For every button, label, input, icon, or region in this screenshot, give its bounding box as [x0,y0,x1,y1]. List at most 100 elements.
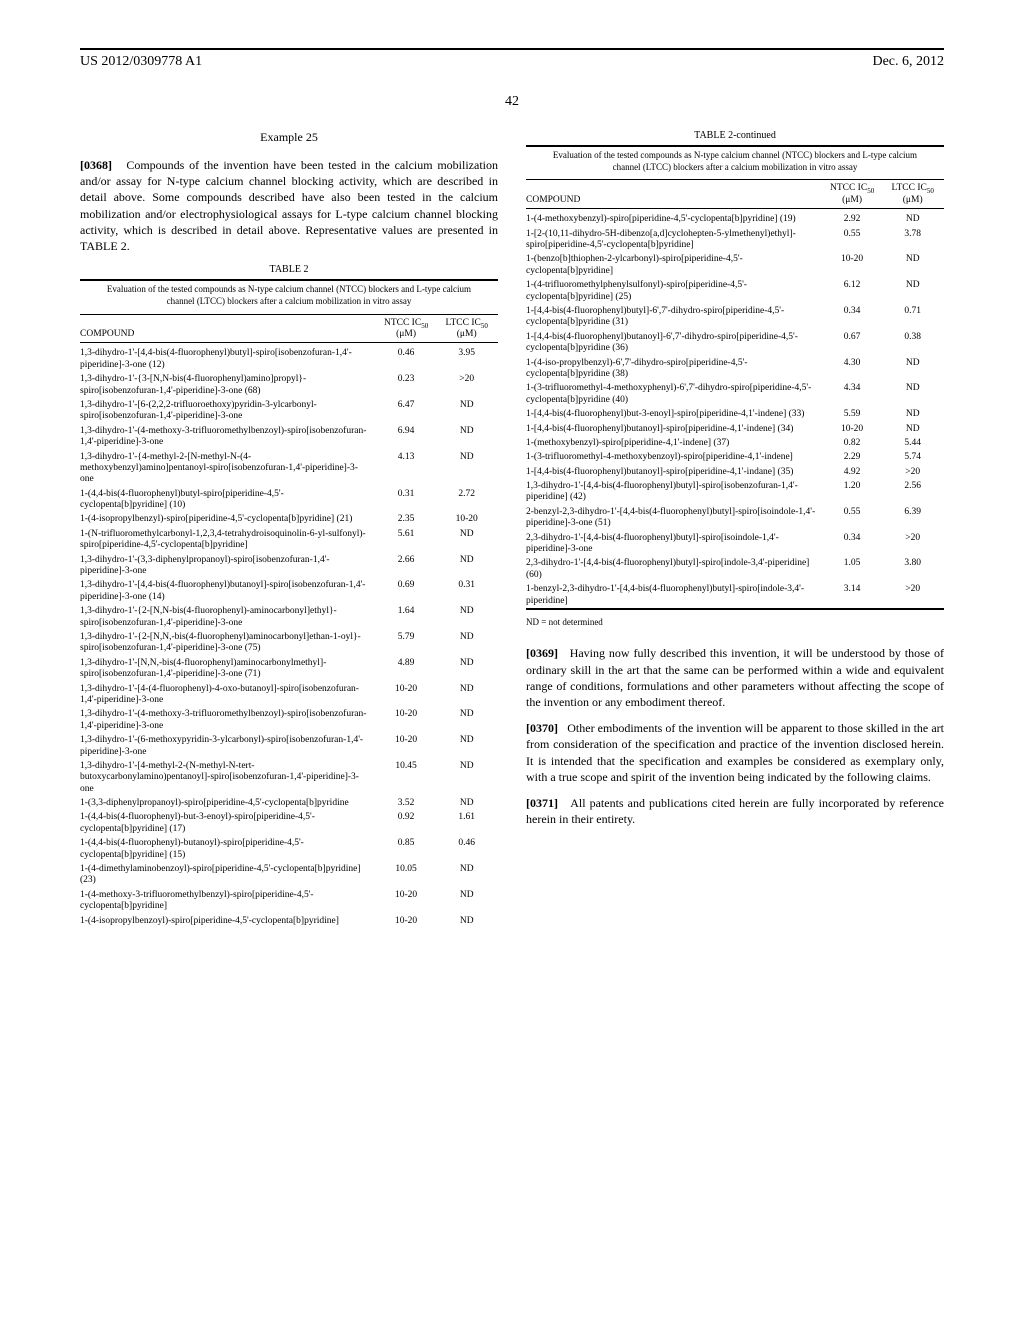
ntcc-value: 4.13 [377,450,438,487]
table-row: 1-(4-isopropylbenzyl)-spiro[piperidine-4… [80,513,498,527]
doc-header: US 2012/0309778 A1 Dec. 6, 2012 [80,54,944,70]
ntcc-value: 1.20 [823,480,884,506]
compound-name: 1-[4,4-bis(4-fluorophenyl)but-3-enoyl]-s… [526,408,823,422]
ntcc-value: 3.14 [823,583,884,610]
ltcc-value: >20 [883,531,944,557]
ltcc-value: 0.46 [437,837,498,863]
ltcc-value: >20 [883,583,944,610]
table-row: 1,3-dihydro-1'-{4-methyl-2-[N-methyl-N-(… [80,450,498,487]
table-row: 1-(4-trifluoromethylphenylsulfonyl)-spir… [526,279,944,305]
ltcc-value: ND [883,408,944,422]
table-row: 1-[2-(10,11-dihydro-5H-dibenzo[a,d]cyclo… [526,227,944,253]
table-label-cont: TABLE 2-continued [526,130,944,141]
ntcc-value: 3.52 [377,797,438,811]
compound-name: 1-[4,4-bis(4-fluorophenyl)butanoyl]-6',7… [526,330,823,356]
table-row: 1-(4-methoxybenzyl)-spiro[piperidine-4,5… [526,213,944,227]
compound-name: 1-(4-isopropylbenzyl)-spiro[piperidine-4… [80,513,377,527]
para-text: All patents and publications cited herei… [526,796,944,826]
compound-name: 1-(3-trifluoromethyl-4-methoxyphenyl)-6'… [526,382,823,408]
page-number: 42 [80,94,944,110]
ltcc-value: ND [883,422,944,436]
para-number: [0368] [80,158,112,172]
para-text: Other embodiments of the invention will … [526,721,944,784]
compound-name: 1-(4,4-bis(4-fluorophenyl)butyl-spiro[pi… [80,487,377,513]
compound-name: 1,3-dihydro-1'-{4-methyl-2-[N-methyl-N-(… [80,450,377,487]
ltcc-value: ND [437,553,498,579]
compound-name: 1,3-dihydro-1'-(4-methoxy-3-trifluoromet… [80,424,377,450]
ltcc-value: 3.95 [437,347,498,373]
ltcc-value: 2.72 [437,487,498,513]
ntcc-value: 10-20 [377,914,438,928]
ntcc-value: 1.64 [377,605,438,631]
paragraph-0369: [0369] Having now fully described this i… [526,645,944,710]
compound-name: 1-(4-methoxy-3-trifluoromethylbenzyl)-sp… [80,888,377,914]
ltcc-value: ND [437,734,498,760]
ntcc-value: 0.92 [377,811,438,837]
ntcc-value: 0.69 [377,579,438,605]
compound-name: 1,3-dihydro-1'-[4-methyl-2-(N-methyl-N-t… [80,759,377,796]
col-ntcc: NTCC IC50(μM) [377,315,438,343]
ltcc-value: ND [883,253,944,279]
table-row: 1,3-dihydro-1'-[N,N,-bis(4-fluorophenyl)… [80,656,498,682]
ltcc-value: 3.80 [883,557,944,583]
table-row: 1,3-dihydro-1'-[4,4-bis(4-fluorophenyl)b… [80,579,498,605]
right-column: TABLE 2-continued Evaluation of the test… [526,130,944,928]
compound-name: 1-(4,4-bis(4-fluorophenyl)-butanoyl)-spi… [80,837,377,863]
ltcc-value: ND [437,759,498,796]
table-row: 1-(4,4-bis(4-fluorophenyl)butyl-spiro[pi… [80,487,498,513]
ntcc-value: 0.31 [377,487,438,513]
ltcc-value: ND [437,630,498,656]
col-ntcc: NTCC IC50(μM) [823,180,884,208]
compound-name: 2,3-dihydro-1'-[4,4-bis(4-fluorophenyl)b… [526,531,823,557]
compound-name: 1,3-dihydro-1'-[4,4-bis(4-fluorophenyl)b… [80,579,377,605]
table-row: 1,3-dihydro-1'-(6-methoxypyridin-3-ylcar… [80,734,498,760]
ltcc-value: ND [437,914,498,928]
ntcc-value: 0.67 [823,330,884,356]
paragraph-0368: [0368] Compounds of the invention have b… [80,157,498,254]
ntcc-value: 6.94 [377,424,438,450]
ntcc-value: 4.89 [377,656,438,682]
ltcc-value: 0.31 [437,579,498,605]
table-row: 1-[4,4-bis(4-fluorophenyl)but-3-enoyl]-s… [526,408,944,422]
compound-name: 1-(4-methoxybenzyl)-spiro[piperidine-4,5… [526,213,823,227]
table-row: 1-(4-dimethylaminobenzoyl)-spiro[piperid… [80,863,498,889]
ltcc-value: ND [883,356,944,382]
ntcc-value: 6.12 [823,279,884,305]
ltcc-value: 5.74 [883,451,944,465]
table-row: 1-(4-iso-propylbenzyl)-6',7'-dihydro-spi… [526,356,944,382]
ntcc-value: 4.92 [823,465,884,479]
compound-name: 1,3-dihydro-1'-[4,4-bis(4-fluorophenyl)b… [526,480,823,506]
compound-name: 1,3-dihydro-1'-(6-methoxypyridin-3-ylcar… [80,734,377,760]
ltcc-value: ND [883,382,944,408]
table-footnote: ND = not determined [526,617,944,627]
compound-name: 1-(4-dimethylaminobenzoyl)-spiro[piperid… [80,863,377,889]
ltcc-value: ND [437,450,498,487]
ltcc-value: ND [437,797,498,811]
ltcc-value: 6.39 [883,505,944,531]
compound-name: 1,3-dihydro-1'-{3-[N,N-bis(4-fluoropheny… [80,373,377,399]
table-row: 2,3-dihydro-1'-[4,4-bis(4-fluorophenyl)b… [526,531,944,557]
table-label: TABLE 2 [80,264,498,275]
ltcc-value: >20 [437,373,498,399]
table-row: 1,3-dihydro-1'-{3-[N,N-bis(4-fluoropheny… [80,373,498,399]
compound-name: 1-[4,4-bis(4-fluorophenyl)butanoyl]-spir… [526,422,823,436]
ltcc-value: 10-20 [437,513,498,527]
compound-name: 1,3-dihydro-1'-[4,4-bis(4-fluorophenyl)b… [80,347,377,373]
left-column: Example 25 [0368] Compounds of the inven… [80,130,498,928]
compound-name: 1-[4,4-bis(4-fluorophenyl)butyl]-6',7'-d… [526,305,823,331]
compound-name: 1,3-dihydro-1'-[6-(2,2,2-trifluoroethoxy… [80,398,377,424]
table-2-left: Evaluation of the tested compounds as N-… [80,279,498,928]
table-row: 1,3-dihydro-1'-(3,3-diphenylpropanoyl)-s… [80,553,498,579]
compound-name: 1,3-dihydro-1'-{2-[N,N-bis(4-fluoropheny… [80,605,377,631]
ntcc-value: 0.34 [823,531,884,557]
table-caption: Evaluation of the tested compounds as N-… [526,150,944,173]
table-row: 2,3-dihydro-1'-[4,4-bis(4-fluorophenyl)b… [526,557,944,583]
ntcc-value: 10-20 [377,734,438,760]
compound-name: 1-[4,4-bis(4-fluorophenyl)butanoyl]-spir… [526,465,823,479]
compound-name: 1-benzyl-2,3-dihydro-1'-[4,4-bis(4-fluor… [526,583,823,610]
publication-number: US 2012/0309778 A1 [80,54,202,70]
ntcc-value: 4.30 [823,356,884,382]
ntcc-value: 2.29 [823,451,884,465]
ltcc-value: ND [437,682,498,708]
ntcc-value: 1.05 [823,557,884,583]
